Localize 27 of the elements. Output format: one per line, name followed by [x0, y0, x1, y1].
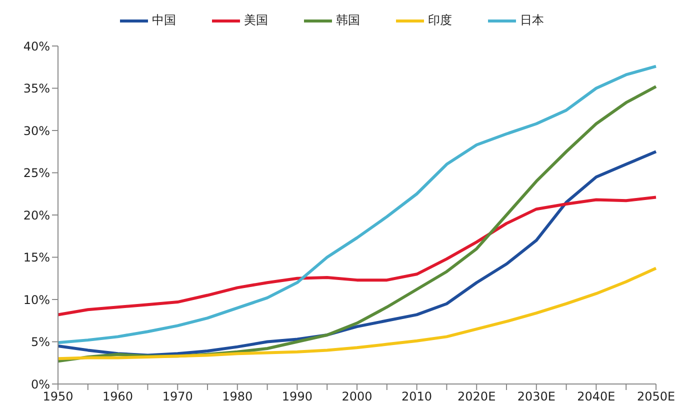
y-tick-label: 25%	[23, 166, 50, 180]
y-tick-label: 35%	[23, 82, 50, 96]
x-tick-label: 2040E	[577, 390, 616, 404]
y-tick-label: 5%	[30, 335, 50, 350]
x-tick-label: 1950	[42, 390, 74, 404]
y-tick-label: 10%	[23, 292, 50, 307]
x-tick-label: 1990	[282, 390, 312, 404]
x-tick-label: 2030E	[517, 390, 556, 404]
x-tick-label: 2000	[342, 390, 372, 404]
y-tick-label: 0%	[30, 377, 50, 392]
legend-label: 印度	[428, 12, 452, 29]
y-tick-label: 15%	[23, 250, 50, 265]
legend-label: 美国	[244, 12, 268, 29]
x-tick-label: 1970	[162, 390, 193, 404]
y-tick-label: 40%	[23, 39, 50, 54]
x-tick-label: 2020E	[458, 390, 496, 404]
x-tick-label: 2010	[402, 390, 432, 404]
legend-label: 韩国	[336, 12, 360, 29]
line-series	[56, 266, 658, 360]
y-tick-label: 30%	[23, 124, 50, 138]
legend-label: 中国	[152, 12, 176, 29]
line-series	[56, 196, 658, 316]
legend-label: 日本	[520, 12, 544, 29]
x-tick-label: 1980	[222, 390, 253, 404]
x-tick-label: 1960	[102, 390, 134, 404]
x-tick-label: 2050E	[636, 390, 676, 404]
y-tick-label: 20%	[23, 208, 50, 222]
